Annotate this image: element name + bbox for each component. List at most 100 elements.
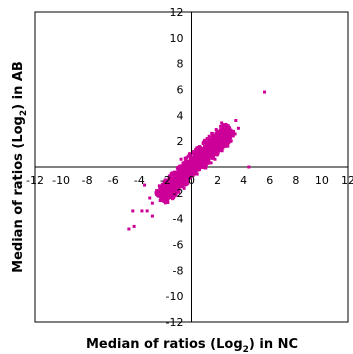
data-point	[179, 173, 183, 177]
data-point	[160, 186, 164, 190]
data-point	[218, 128, 222, 132]
data-point	[183, 156, 187, 160]
data-point	[163, 188, 167, 192]
x-tick-label: 8	[292, 174, 299, 187]
data-point	[178, 178, 182, 182]
data-point	[182, 168, 186, 172]
x-tick-label: -2	[160, 174, 171, 187]
data-point	[197, 150, 201, 153]
data-point	[186, 171, 190, 175]
data-point	[191, 150, 195, 154]
data-point	[179, 183, 183, 187]
data-point	[222, 142, 226, 146]
data-point	[213, 157, 217, 161]
data-point	[220, 134, 224, 138]
data-point	[164, 185, 168, 189]
x-tick-label: 2	[214, 174, 221, 187]
data-point	[223, 134, 227, 138]
data-point	[203, 155, 207, 159]
data-point	[195, 149, 199, 153]
y-tick-label: -4	[173, 213, 184, 226]
data-point	[218, 130, 222, 134]
data-point	[210, 150, 214, 154]
data-point	[228, 135, 232, 139]
data-point	[197, 159, 201, 163]
data-point	[160, 188, 164, 192]
y-tick-label: -6	[173, 239, 184, 252]
data-point	[169, 184, 173, 188]
data-point	[174, 190, 178, 194]
x-axis-title-pre: Median of ratios (Log	[86, 337, 243, 352]
data-point	[206, 161, 210, 165]
data-point	[190, 165, 193, 169]
data-point	[178, 181, 182, 185]
data-point	[191, 173, 195, 177]
data-point	[182, 186, 186, 190]
data-point	[159, 184, 163, 188]
data-point	[172, 195, 176, 199]
data-point	[216, 137, 220, 141]
x-tick-label: -10	[52, 174, 70, 187]
data-point	[206, 155, 210, 159]
data-point	[157, 193, 161, 197]
data-point	[199, 147, 203, 151]
data-point	[219, 124, 223, 128]
data-point	[167, 182, 171, 186]
data-point	[181, 180, 185, 184]
data-point	[183, 180, 187, 184]
data-point	[201, 162, 205, 166]
data-point	[220, 142, 224, 146]
data-point	[263, 90, 267, 94]
data-point	[213, 139, 217, 143]
data-point	[204, 164, 208, 168]
data-point	[185, 176, 189, 180]
data-point	[218, 144, 222, 148]
data-point	[169, 193, 173, 197]
data-point	[181, 175, 185, 179]
y-tick-label: -12	[166, 316, 184, 329]
data-point	[207, 158, 211, 162]
data-point	[179, 170, 183, 174]
data-point	[173, 171, 177, 175]
y-tick-label: -10	[166, 290, 184, 303]
data-point	[173, 177, 177, 181]
x-tick-label: -4	[134, 174, 145, 187]
data-point	[187, 167, 191, 171]
y-tick-label: 4	[177, 109, 184, 122]
y-tick-label: -2	[173, 187, 184, 200]
data-point	[209, 148, 213, 152]
data-point	[194, 148, 198, 152]
data-point	[234, 119, 238, 122]
data-point	[132, 224, 136, 228]
data-point	[227, 141, 231, 145]
data-point	[224, 137, 228, 141]
data-point	[180, 177, 184, 181]
data-point	[179, 185, 183, 189]
data-point	[216, 152, 220, 156]
data-point	[211, 140, 215, 144]
data-point	[159, 194, 163, 198]
data-point	[168, 184, 172, 188]
data-point	[219, 126, 223, 130]
data-point	[225, 140, 229, 144]
data-point	[171, 181, 175, 185]
x-tick-label: 12	[341, 174, 353, 187]
data-point	[156, 190, 160, 194]
data-point	[166, 196, 170, 200]
data-point	[223, 139, 227, 143]
data-points	[127, 90, 267, 231]
x-tick-label: -12	[26, 174, 44, 187]
data-point	[155, 189, 159, 193]
data-point	[223, 144, 227, 148]
data-point	[215, 130, 219, 134]
data-point	[168, 178, 172, 182]
data-point	[171, 184, 175, 188]
data-point	[174, 188, 178, 192]
data-point	[143, 183, 147, 187]
data-point	[213, 136, 217, 140]
data-point	[212, 147, 216, 151]
x-axis-title: Median of ratios (Log2) in NC	[86, 337, 298, 354]
data-point	[166, 180, 170, 184]
data-point	[200, 164, 204, 168]
y-tick-label: -8	[173, 264, 184, 277]
